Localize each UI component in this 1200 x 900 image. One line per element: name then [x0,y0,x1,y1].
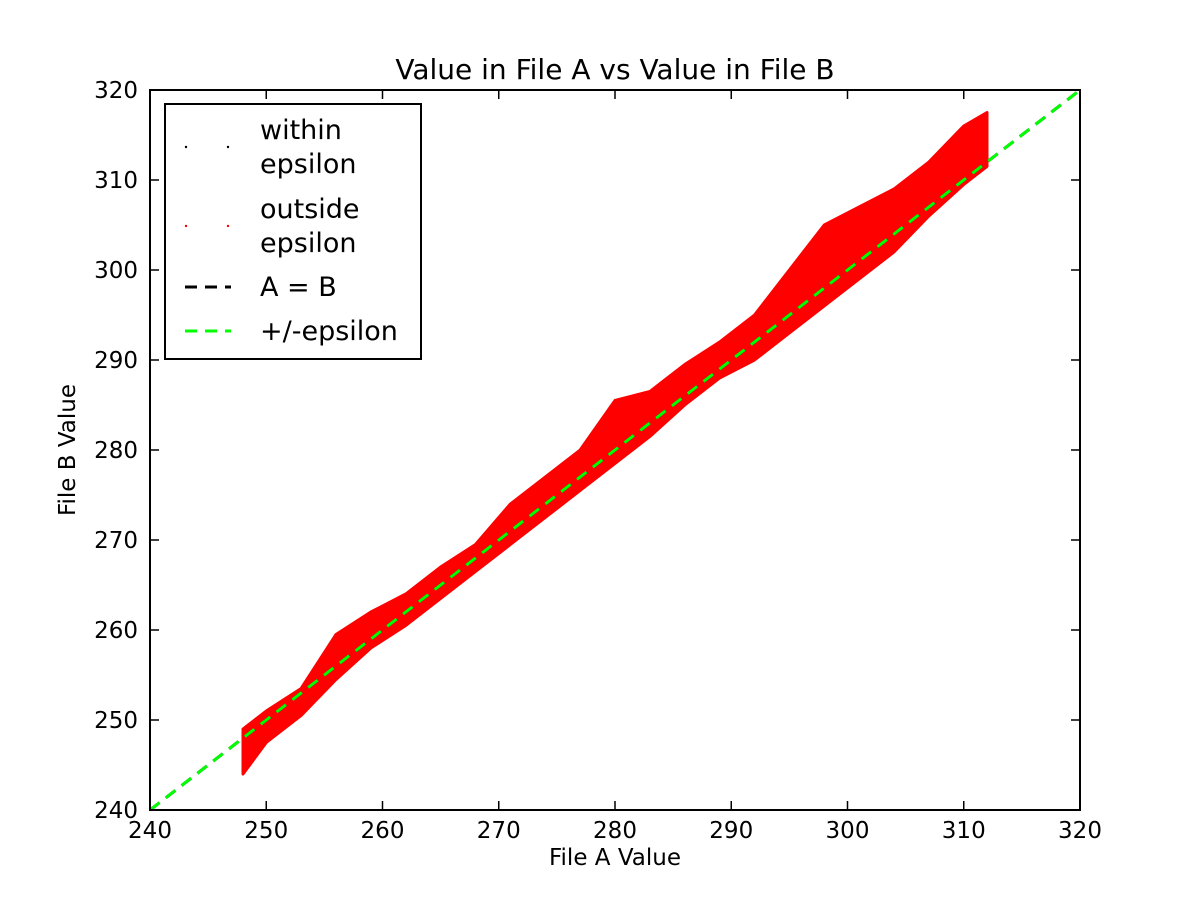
x-tick-label: 300 [826,818,870,844]
y-tick-label: 280 [94,438,138,464]
x-tick-label: 290 [709,818,753,844]
legend-box [164,103,422,360]
y-tick-label: 300 [94,258,138,284]
legend-marker [184,145,188,149]
x-tick-label: 310 [942,818,986,844]
legend-label-line: A = B [260,272,337,303]
x-tick-label: 240 [128,818,172,844]
legend-marker [184,224,188,228]
axis-ticks: 240 250 260 270 280 290 300 310 320 240 250 260 270 2… [94,78,1102,844]
legend-label: within epsilon [260,115,356,180]
y-tick-label: 320 [94,78,138,104]
legend-marker [226,145,230,149]
legend-marker [226,224,230,228]
chart-title: Value in File A vs Value in File B [395,53,834,86]
epsilon-line [150,90,1080,810]
y-axis-label: File B Value [55,384,81,516]
x-tick-label: 260 [361,818,405,844]
outside-epsilon-point-cloud [241,111,989,776]
legend-label-line: epsilon [260,228,356,259]
y-tick-label: 290 [94,348,138,374]
x-tick-label: 280 [593,818,637,844]
x-tick-label: 320 [1058,818,1102,844]
legend-label-line: within [260,115,342,146]
x-tick-label: 270 [477,818,521,844]
x-axis-label: File A Value [549,845,681,871]
legend-label: +/-epsilon [260,316,398,347]
legend-label-line: outside [260,194,360,225]
y-tick-label: 270 [94,528,138,554]
x-tick-label: 250 [244,818,288,844]
y-tick-label: 250 [94,708,138,734]
y-tick-label: 260 [94,618,138,644]
y-tick-label: 240 [94,798,138,824]
legend-label: outside epsilon [260,194,360,259]
legend-label-line: +/-epsilon [260,316,398,347]
legend-label-line: epsilon [260,149,356,180]
legend-label: A = B [260,272,337,303]
y-tick-label: 310 [94,168,138,194]
plot-inner [150,90,1080,810]
